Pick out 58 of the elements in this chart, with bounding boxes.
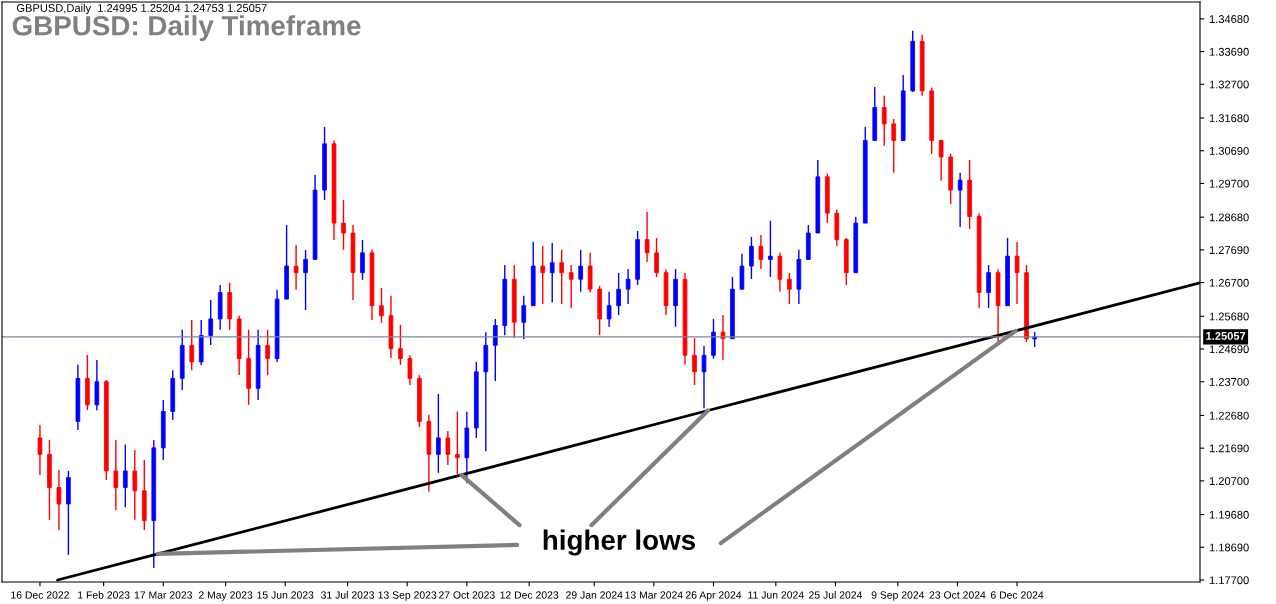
y-tick-label: 1.17700 (1209, 576, 1249, 585)
y-tick-label: 1.21690 (1209, 444, 1249, 453)
annotation: higher lows (543, 529, 696, 556)
candlestick (436, 393, 441, 474)
x-tick-label: 23 Oct 2024 (929, 591, 986, 599)
chart-title: GBPUSD: Daily Timeframe (12, 15, 361, 42)
y-tick-label: 1.31680 (1209, 114, 1249, 123)
y-tick-label: 1.34680 (1209, 15, 1249, 23)
x-tick-label: 27 Oct 2023 (438, 591, 495, 599)
candlestick (881, 95, 887, 147)
candlestick (540, 245, 546, 305)
x-tick-label: 11 Jun 2024 (748, 591, 804, 599)
y-tick-label: 1.18690 (1209, 543, 1249, 552)
y-tick-label: 1.22680 (1209, 411, 1249, 420)
y-tick-label: 1.23700 (1209, 377, 1249, 386)
x-tick-label: 2 May 2023 (198, 591, 253, 601)
y-tick-label: 1.30690 (1209, 146, 1249, 155)
candlestick (208, 299, 214, 346)
candlestick (559, 249, 565, 305)
x-tick-label: 25 Jul 2024 (809, 591, 863, 599)
ref-line-label: 1.25057 (1206, 331, 1246, 340)
y-tick-label: 1.32700 (1209, 80, 1249, 89)
x-tick-label: 13 Mar 2024 (625, 591, 683, 599)
candlestick (549, 242, 555, 304)
candlestick (787, 272, 792, 305)
x-tick-label: 29 Jan 2024 (566, 591, 623, 599)
y-tick-label: 1.33690 (1209, 47, 1249, 56)
x-tick-label: 17 Mar 2023 (134, 591, 193, 599)
candlestick (768, 220, 773, 278)
candlestick (189, 319, 195, 371)
y-tick-label: 1.25680 (1209, 312, 1249, 321)
x-tick-label: 6 Dec 2024 (990, 591, 1044, 599)
x-tick-label: 12 Dec 2023 (500, 591, 559, 599)
y-tick-label: 1.29700 (1209, 179, 1249, 188)
candlestick (806, 224, 811, 261)
y-tick-label: 1.26700 (1209, 278, 1249, 287)
candlestick (284, 224, 289, 300)
y-tick-label: 1.27690 (1209, 246, 1249, 254)
candlestick (341, 199, 346, 251)
candlestick (521, 295, 527, 340)
x-tick-label: 16 Dec 2022 (11, 591, 69, 599)
x-tick-label: 26 Apr 2024 (685, 591, 742, 601)
candlestick (578, 249, 583, 293)
candlestick (379, 287, 384, 324)
candlestick (123, 443, 128, 509)
y-tick-label: 1.20700 (1209, 477, 1249, 486)
x-tick-label: 13 Sep 2023 (378, 591, 437, 601)
candlestick (891, 118, 897, 174)
y-tick-label: 1.19680 (1209, 510, 1249, 519)
candlestick (398, 324, 403, 366)
candlestick (948, 152, 953, 205)
x-tick-label: 31 Jul 2023 (321, 591, 375, 599)
y-tick-label: 1.24690 (1209, 345, 1249, 354)
x-tick-label: 1 Feb 2023 (78, 591, 130, 599)
y-tick-label: 1.28680 (1209, 213, 1249, 222)
x-tick-label: 15 Jun 2023 (257, 591, 314, 599)
x-tick-label: 9 Sep 2024 (871, 591, 925, 601)
annotation: GBPUSD,Daily 1.24995 1.25204 1.24753 1.25057 (16, 3, 267, 15)
